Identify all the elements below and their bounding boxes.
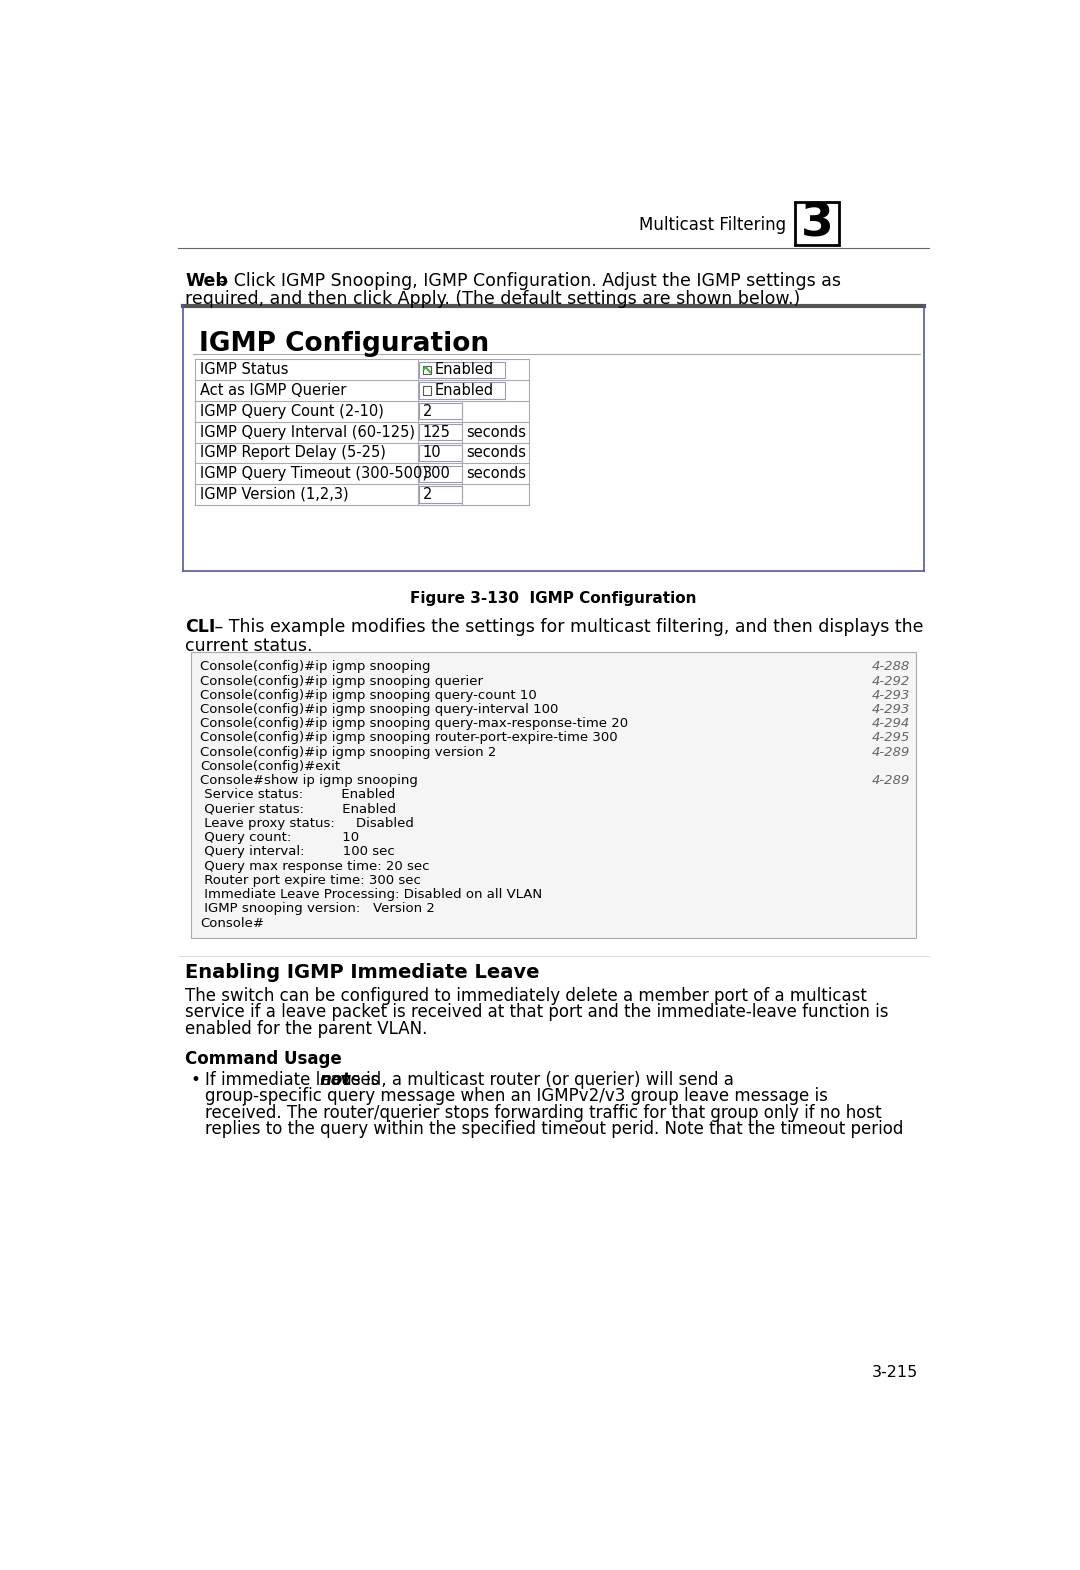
Text: Act as IGMP Querier: Act as IGMP Querier — [200, 383, 347, 399]
Text: 4-289: 4-289 — [872, 746, 910, 758]
Text: Figure 3-130  IGMP Configuration: Figure 3-130 IGMP Configuration — [410, 592, 697, 606]
Text: 4-289: 4-289 — [872, 774, 910, 787]
Text: 2: 2 — [422, 403, 432, 419]
Text: Console#: Console# — [200, 917, 265, 929]
Text: IGMP Query Timeout (300-500): IGMP Query Timeout (300-500) — [200, 466, 428, 480]
Text: 4-294: 4-294 — [872, 717, 910, 730]
Text: required, and then click Apply. (The default settings are shown below.): required, and then click Apply. (The def… — [186, 290, 800, 308]
Bar — [422, 366, 431, 374]
Text: Web: Web — [186, 272, 228, 289]
Text: Query max response time: 20 sec: Query max response time: 20 sec — [200, 860, 430, 873]
Text: 4-293: 4-293 — [872, 703, 910, 716]
Bar — [795, 203, 839, 245]
Text: used, a multicast router (or querier) will send a: used, a multicast router (or querier) wi… — [336, 1071, 733, 1090]
Text: Console(config)#ip igmp snooping query-interval 100: Console(config)#ip igmp snooping query-i… — [200, 703, 558, 716]
Bar — [419, 361, 504, 378]
Text: Console(config)#ip igmp snooping query-max-response-time 20: Console(config)#ip igmp snooping query-m… — [200, 717, 629, 730]
Text: Console(config)#ip igmp snooping version 2: Console(config)#ip igmp snooping version… — [200, 746, 497, 758]
Text: CLI: CLI — [186, 619, 216, 636]
Text: 300: 300 — [422, 466, 450, 480]
Bar — [419, 444, 462, 462]
Text: Leave proxy status:     Disabled: Leave proxy status: Disabled — [200, 816, 414, 831]
Text: 125: 125 — [422, 424, 450, 440]
Text: seconds: seconds — [465, 466, 526, 480]
Bar — [419, 424, 462, 440]
Text: IGMP Report Delay (5-25): IGMP Report Delay (5-25) — [200, 446, 386, 460]
Text: If immediate leave is: If immediate leave is — [205, 1071, 384, 1090]
Text: Console(config)#ip igmp snooping querier: Console(config)#ip igmp snooping querier — [200, 675, 483, 688]
Text: – This example modifies the settings for multicast filtering, and then displays : – This example modifies the settings for… — [210, 619, 923, 636]
Text: Querier status:         Enabled: Querier status: Enabled — [200, 802, 396, 816]
Text: seconds: seconds — [465, 446, 526, 460]
Bar — [419, 466, 462, 482]
Text: Console(config)#ip igmp snooping: Console(config)#ip igmp snooping — [200, 661, 431, 674]
Text: not: not — [320, 1071, 351, 1090]
Bar — [419, 403, 462, 419]
Text: •: • — [191, 1071, 201, 1090]
Bar — [422, 386, 431, 394]
Text: 2: 2 — [422, 487, 432, 502]
Text: enabled for the parent VLAN.: enabled for the parent VLAN. — [186, 1019, 428, 1038]
Text: The switch can be configured to immediately delete a member port of a multicast: The switch can be configured to immediat… — [186, 988, 867, 1005]
Text: Console#show ip igmp snooping: Console#show ip igmp snooping — [200, 774, 418, 787]
Text: Console(config)#ip igmp snooping query-count 10: Console(config)#ip igmp snooping query-c… — [200, 689, 537, 702]
Text: replies to the query within the specified timeout perid. Note that the timeout p: replies to the query within the specifie… — [205, 1119, 903, 1138]
Text: Console(config)#ip igmp snooping router-port-expire-time 300: Console(config)#ip igmp snooping router-… — [200, 732, 618, 744]
Text: service if a leave packet is received at that port and the immediate-leave funct: service if a leave packet is received at… — [186, 1003, 889, 1022]
Text: group-specific query message when an IGMPv2/v3 group leave message is: group-specific query message when an IGM… — [205, 1088, 827, 1105]
Text: current status.: current status. — [186, 636, 313, 655]
Bar — [419, 383, 504, 399]
Text: Immediate Leave Processing: Disabled on all VLAN: Immediate Leave Processing: Disabled on … — [200, 889, 542, 901]
Text: Query interval:         100 sec: Query interval: 100 sec — [200, 846, 395, 859]
Text: – Click IGMP Snooping, IGMP Configuration. Adjust the IGMP settings as: – Click IGMP Snooping, IGMP Configuratio… — [214, 272, 841, 289]
Text: IGMP Version (1,2,3): IGMP Version (1,2,3) — [200, 487, 349, 502]
Text: IGMP Configuration: IGMP Configuration — [199, 331, 488, 356]
Text: 3: 3 — [800, 201, 834, 246]
Text: Command Usage: Command Usage — [186, 1050, 342, 1068]
Text: IGMP Query Interval (60-125): IGMP Query Interval (60-125) — [200, 424, 415, 440]
Text: Multicast Filtering: Multicast Filtering — [639, 215, 786, 234]
Text: Enabling IGMP Immediate Leave: Enabling IGMP Immediate Leave — [186, 962, 540, 981]
Bar — [419, 487, 462, 502]
Text: received. The router/querier stops forwarding traffic for that group only if no : received. The router/querier stops forwa… — [205, 1104, 881, 1121]
Text: Router port expire time: 300 sec: Router port expire time: 300 sec — [200, 874, 421, 887]
Text: seconds: seconds — [465, 424, 526, 440]
Text: Service status:         Enabled: Service status: Enabled — [200, 788, 395, 801]
Text: Enabled: Enabled — [434, 363, 494, 377]
Text: 3-215: 3-215 — [872, 1366, 918, 1380]
Text: 4-288: 4-288 — [872, 661, 910, 674]
Text: 4-293: 4-293 — [872, 689, 910, 702]
Bar — [191, 652, 916, 937]
Text: IGMP snooping version:   Version 2: IGMP snooping version: Version 2 — [200, 903, 435, 915]
Text: Enabled: Enabled — [434, 383, 494, 399]
Text: IGMP Status: IGMP Status — [200, 363, 288, 377]
Text: 4-295: 4-295 — [872, 732, 910, 744]
Text: IGMP Query Count (2-10): IGMP Query Count (2-10) — [200, 403, 384, 419]
Text: Query count:            10: Query count: 10 — [200, 831, 360, 845]
Text: 4-292: 4-292 — [872, 675, 910, 688]
Text: 10: 10 — [422, 446, 441, 460]
Text: Console(config)#exit: Console(config)#exit — [200, 760, 340, 772]
